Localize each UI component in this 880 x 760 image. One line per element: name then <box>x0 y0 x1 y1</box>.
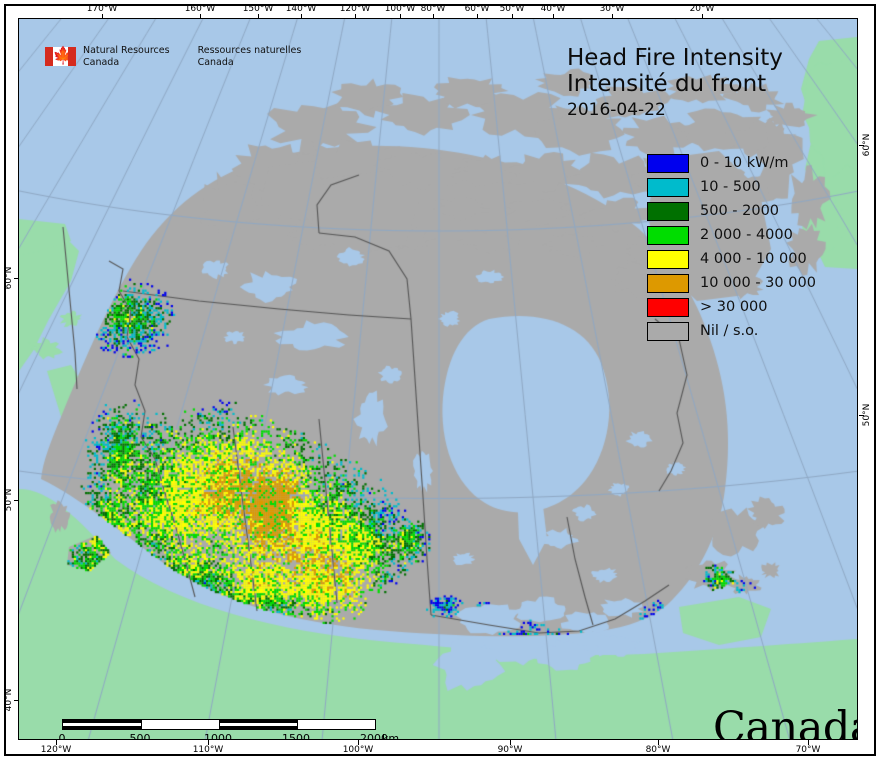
axis-tick-label-top: 60°W <box>464 4 490 14</box>
map-title-block: Head Fire Intensity Intensité du front 2… <box>567 45 783 122</box>
axis-tick-label-bottom: 120°W <box>40 745 72 755</box>
legend-label: 10 - 500 <box>700 179 761 195</box>
scale-bar-graphic <box>62 719 376 730</box>
axis-tick-left <box>14 278 19 279</box>
legend-label: 0 - 10 kW/m <box>700 155 789 171</box>
map-frame[interactable]: 🍁 Natural Resources Canada Ressources na… <box>18 18 858 740</box>
legend-swatch <box>647 249 689 269</box>
axis-tick-top <box>102 14 103 19</box>
legend-label: Nil / s.o. <box>700 323 759 339</box>
axis-tick-label-bottom: 80°W <box>645 745 671 755</box>
axis-tick-right <box>859 145 864 146</box>
legend-swatch <box>647 297 689 317</box>
map-title-en: Head Fire Intensity <box>567 45 783 71</box>
scale-bar-segment <box>141 720 219 729</box>
axis-tick-label-left: 50°N <box>4 488 14 512</box>
axis-tick-label-bottom: 110°W <box>192 745 224 755</box>
scale-bar-tick-label: 1000 <box>204 732 232 740</box>
axis-tick-label-top: 160°W <box>184 4 216 14</box>
legend-item: 10 - 500 <box>647 175 816 199</box>
legend-swatch <box>647 273 689 293</box>
axis-tick-bottom <box>208 740 209 745</box>
axis-tick-label-left: 40°N <box>4 688 14 712</box>
axis-tick-top <box>477 14 478 19</box>
signature-fr-line2: Canada <box>197 56 234 68</box>
legend: 0 - 10 kW/m 10 - 500 500 - 2000 2 000 - 400… <box>647 151 816 343</box>
legend-swatch <box>647 321 689 341</box>
signature-en-line2: Canada <box>83 56 120 68</box>
scale-bar-tick-label: 500 <box>129 732 151 740</box>
axis-tick-label-left: 60°N <box>4 266 14 290</box>
scale-bar-tick-label: 0 <box>58 732 66 740</box>
canada-wordmark-text: Canada <box>713 703 857 740</box>
nrcan-signature: 🍁 Natural Resources Canada Ressources na… <box>45 45 301 68</box>
axis-tick-left <box>14 500 19 501</box>
axis-tick-label-top: 80°W <box>420 4 446 14</box>
axis-tick-bottom <box>510 740 511 745</box>
legend-item: 500 - 2000 <box>647 199 816 223</box>
map-date: 2016-04-22 <box>567 100 666 120</box>
legend-item: 2 000 - 4000 <box>647 223 816 247</box>
scale-bar-segment <box>219 720 297 729</box>
legend-label: 10 000 - 30 000 <box>700 275 816 291</box>
axis-tick-label-top: 30°W <box>599 4 625 14</box>
axis-tick-label-top: 100°W <box>384 4 416 14</box>
axis-tick-label-top: 170°W <box>86 4 118 14</box>
signature-fr-line1: Ressources naturelles <box>197 45 302 56</box>
axis-tick-label-top: 20°W <box>689 4 715 14</box>
axis-tick-bottom <box>56 740 57 745</box>
signature-en-line1: Natural Resources <box>83 45 170 56</box>
scale-bar-segment <box>63 720 141 729</box>
legend-swatch <box>647 153 689 173</box>
legend-item: 10 000 - 30 000 <box>647 271 816 295</box>
axis-tick-top <box>200 14 201 19</box>
legend-swatch <box>647 201 689 221</box>
legend-swatch <box>647 177 689 197</box>
axis-tick-label-top: 50°W <box>499 4 525 14</box>
axis-tick-label-bottom: 100°W <box>342 745 374 755</box>
axis-tick-label-bottom: 90°W <box>497 745 523 755</box>
axis-tick-label-top: 40°W <box>540 4 566 14</box>
fire-intensity-map-canvas[interactable] <box>19 19 857 739</box>
axis-tick-top <box>400 14 401 19</box>
axis-tick-label-top: 140°W <box>285 4 317 14</box>
legend-label: 4 000 - 10 000 <box>700 251 807 267</box>
axis-tick-label-bottom: 70°W <box>795 745 821 755</box>
scale-bar-tick-label: 1500 <box>282 732 310 740</box>
axis-tick-bottom <box>808 740 809 745</box>
scale-bar: 0 500 1000 1500 2000 km <box>58 719 400 740</box>
axis-tick-top <box>512 14 513 19</box>
axis-tick-top <box>612 14 613 19</box>
canada-flag-icon: 🍁 <box>45 47 76 66</box>
axis-tick-label-top: 150°W <box>242 4 274 14</box>
legend-label: 500 - 2000 <box>700 203 780 219</box>
scale-bar-labels: 0 500 1000 1500 2000 km <box>58 732 400 740</box>
legend-item: 4 000 - 10 000 <box>647 247 816 271</box>
axis-tick-label-top: 120°W <box>339 4 371 14</box>
axis-tick-top <box>553 14 554 19</box>
legend-swatch <box>647 225 689 245</box>
axis-tick-right <box>859 415 864 416</box>
legend-item: > 30 000 <box>647 295 816 319</box>
legend-label: 2 000 - 4000 <box>700 227 793 243</box>
legend-label: > 30 000 <box>700 299 768 315</box>
axis-tick-top <box>355 14 356 19</box>
scale-bar-segment <box>297 720 375 729</box>
scale-bar-tick-label: 2000 <box>360 732 388 740</box>
legend-item: Nil / s.o. <box>647 319 816 343</box>
axis-tick-top <box>301 14 302 19</box>
canada-wordmark: Canada 🍁 <box>713 703 857 740</box>
axis-tick-bottom <box>358 740 359 745</box>
axis-tick-left <box>14 700 19 701</box>
axis-tick-bottom <box>658 740 659 745</box>
map-title-fr: Intensité du front <box>567 71 767 97</box>
axis-tick-top <box>702 14 703 19</box>
axis-tick-top <box>433 14 434 19</box>
legend-item: 0 - 10 kW/m <box>647 151 816 175</box>
axis-tick-top <box>258 14 259 19</box>
scale-bar-unit: km <box>382 732 400 740</box>
